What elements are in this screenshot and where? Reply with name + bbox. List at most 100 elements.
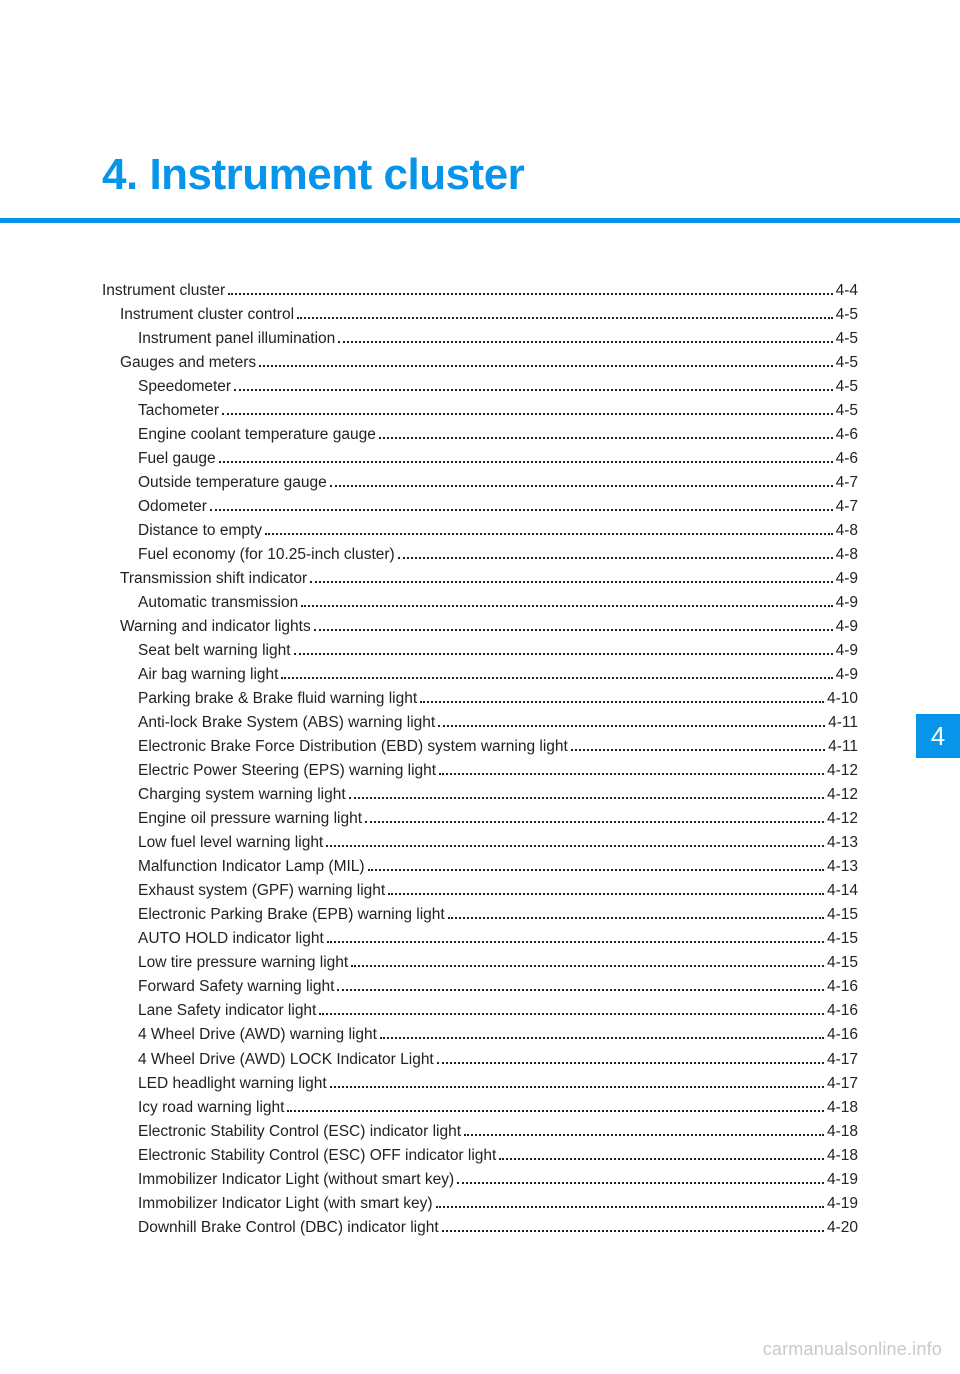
toc-entry-page: 4-6 bbox=[836, 447, 858, 471]
toc-entry-page: 4-13 bbox=[827, 855, 858, 879]
toc-leader-dots bbox=[337, 989, 824, 991]
toc-entry-page: 4-6 bbox=[836, 423, 858, 447]
toc-row: Fuel economy (for 10.25-inch cluster) 4-8 bbox=[102, 543, 858, 567]
toc-entry-page: 4-11 bbox=[828, 711, 858, 735]
toc-leader-dots bbox=[234, 389, 833, 391]
toc-leader-dots bbox=[351, 965, 824, 967]
toc-row: Exhaust system (GPF) warning light 4-14 bbox=[102, 879, 858, 903]
toc-entry-label: Electronic Brake Force Distribution (EBD… bbox=[138, 735, 568, 759]
toc-leader-dots bbox=[442, 1230, 824, 1232]
toc-row: Electronic Stability Control (ESC) indic… bbox=[102, 1120, 858, 1144]
toc-entry-page: 4-15 bbox=[827, 951, 858, 975]
toc-leader-dots bbox=[379, 437, 833, 439]
toc-leader-dots bbox=[571, 749, 825, 751]
toc-entry-page: 4-17 bbox=[827, 1048, 858, 1072]
toc-leader-dots bbox=[210, 509, 833, 511]
toc-entry-label: Forward Safety warning light bbox=[138, 975, 334, 999]
toc-entry-label: Automatic transmission bbox=[138, 591, 298, 615]
toc-entry-page: 4-4 bbox=[836, 279, 858, 303]
toc-row: 4 Wheel Drive (AWD) warning light4-16 bbox=[102, 1023, 858, 1047]
toc-leader-dots bbox=[326, 845, 824, 847]
toc-entry-page: 4-17 bbox=[827, 1072, 858, 1096]
toc-leader-dots bbox=[368, 869, 824, 871]
toc-row: Tachometer 4-5 bbox=[102, 399, 858, 423]
toc-entry-label: Fuel economy (for 10.25-inch cluster) bbox=[138, 543, 395, 567]
toc-leader-dots bbox=[330, 1086, 824, 1088]
toc-entry-label: Outside temperature gauge bbox=[138, 471, 327, 495]
toc-entry-label: Gauges and meters bbox=[120, 351, 256, 375]
toc-entry-page: 4-9 bbox=[836, 615, 858, 639]
chapter-name: Instrument cluster bbox=[149, 150, 524, 199]
toc-row: Engine coolant temperature gauge4-6 bbox=[102, 423, 858, 447]
toc-entry-label: Electric Power Steering (EPS) warning li… bbox=[138, 759, 436, 783]
toc-leader-dots bbox=[259, 365, 832, 367]
toc-entry-label: Seat belt warning light bbox=[138, 639, 291, 663]
toc-row: Seat belt warning light4-9 bbox=[102, 639, 858, 663]
toc-leader-dots bbox=[222, 413, 833, 415]
toc-row: Air bag warning light 4-9 bbox=[102, 663, 858, 687]
title-underline bbox=[0, 218, 960, 223]
chapter-number: 4. bbox=[102, 150, 138, 199]
toc-row: 4 Wheel Drive (AWD) LOCK Indicator Light… bbox=[102, 1048, 858, 1072]
manual-page: 4. Instrument cluster Instrument cluster… bbox=[0, 0, 960, 1374]
toc-entry-label: Downhill Brake Control (DBC) indicator l… bbox=[138, 1216, 439, 1240]
toc-entry-page: 4-5 bbox=[836, 351, 858, 375]
toc-entry-page: 4-9 bbox=[836, 591, 858, 615]
toc-entry-page: 4-12 bbox=[827, 759, 858, 783]
toc-row: Lane Safety indicator light4-16 bbox=[102, 999, 858, 1023]
chapter-tab-label: 4 bbox=[931, 721, 945, 752]
toc-row: AUTO HOLD indicator light4-15 bbox=[102, 927, 858, 951]
toc-entry-label: Malfunction Indicator Lamp (MIL) bbox=[138, 855, 365, 879]
toc-row: Outside temperature gauge4-7 bbox=[102, 471, 858, 495]
toc-leader-dots bbox=[287, 1110, 824, 1112]
toc-row: LED headlight warning light 4-17 bbox=[102, 1072, 858, 1096]
toc-entry-label: Fuel gauge bbox=[138, 447, 216, 471]
toc-entry-page: 4-5 bbox=[836, 399, 858, 423]
toc-entry-page: 4-9 bbox=[836, 663, 858, 687]
toc-entry-page: 4-5 bbox=[836, 375, 858, 399]
toc-leader-dots bbox=[301, 605, 832, 607]
toc-entry-label: Immobilizer Indicator Light (without sma… bbox=[138, 1168, 454, 1192]
toc-entry-page: 4-14 bbox=[827, 879, 858, 903]
watermark: carmanualsonline.info bbox=[763, 1339, 942, 1360]
toc-entry-page: 4-8 bbox=[836, 543, 858, 567]
toc-entry-label: Tachometer bbox=[138, 399, 219, 423]
toc-entry-label: Anti-lock Brake System (ABS) warning lig… bbox=[138, 711, 435, 735]
toc-leader-dots bbox=[319, 1013, 824, 1015]
toc-entry-label: Air bag warning light bbox=[138, 663, 278, 687]
toc-leader-dots bbox=[457, 1182, 824, 1184]
toc-entry-label: LED headlight warning light bbox=[138, 1072, 327, 1096]
toc-entry-label: Immobilizer Indicator Light (with smart … bbox=[138, 1192, 433, 1216]
toc-entry-page: 4-15 bbox=[827, 903, 858, 927]
chapter-title: 4. Instrument cluster bbox=[102, 150, 960, 200]
toc-entry-page: 4-12 bbox=[827, 807, 858, 831]
toc-leader-dots bbox=[265, 533, 833, 535]
toc-entry-page: 4-13 bbox=[827, 831, 858, 855]
toc-entry-label: Exhaust system (GPF) warning light bbox=[138, 879, 385, 903]
toc-row: Fuel gauge 4-6 bbox=[102, 447, 858, 471]
toc-row: Anti-lock Brake System (ABS) warning lig… bbox=[102, 711, 858, 735]
toc-leader-dots bbox=[294, 653, 833, 655]
toc-entry-page: 4-19 bbox=[827, 1168, 858, 1192]
toc-entry-label: Charging system warning light bbox=[138, 783, 346, 807]
toc-row: Automatic transmission 4-9 bbox=[102, 591, 858, 615]
toc-leader-dots bbox=[436, 1206, 824, 1208]
table-of-contents: Instrument cluster4-4Instrument cluster … bbox=[0, 279, 960, 1240]
toc-entry-label: Low fuel level warning light bbox=[138, 831, 323, 855]
toc-entry-page: 4-16 bbox=[827, 975, 858, 999]
toc-leader-dots bbox=[327, 941, 824, 943]
toc-row: Warning and indicator lights4-9 bbox=[102, 615, 858, 639]
toc-entry-page: 4-5 bbox=[836, 303, 858, 327]
toc-entry-page: 4-5 bbox=[836, 327, 858, 351]
toc-row: Instrument panel illumination4-5 bbox=[102, 327, 858, 351]
toc-entry-page: 4-20 bbox=[827, 1216, 858, 1240]
toc-leader-dots bbox=[380, 1037, 824, 1039]
toc-leader-dots bbox=[349, 797, 824, 799]
toc-entry-label: Icy road warning light bbox=[138, 1096, 284, 1120]
toc-leader-dots bbox=[281, 677, 832, 679]
toc-entry-page: 4-19 bbox=[827, 1192, 858, 1216]
toc-row: Odometer4-7 bbox=[102, 495, 858, 519]
toc-row: Engine oil pressure warning light4-12 bbox=[102, 807, 858, 831]
toc-row: Low tire pressure warning light4-15 bbox=[102, 951, 858, 975]
toc-row: Immobilizer Indicator Light (with smart … bbox=[102, 1192, 858, 1216]
